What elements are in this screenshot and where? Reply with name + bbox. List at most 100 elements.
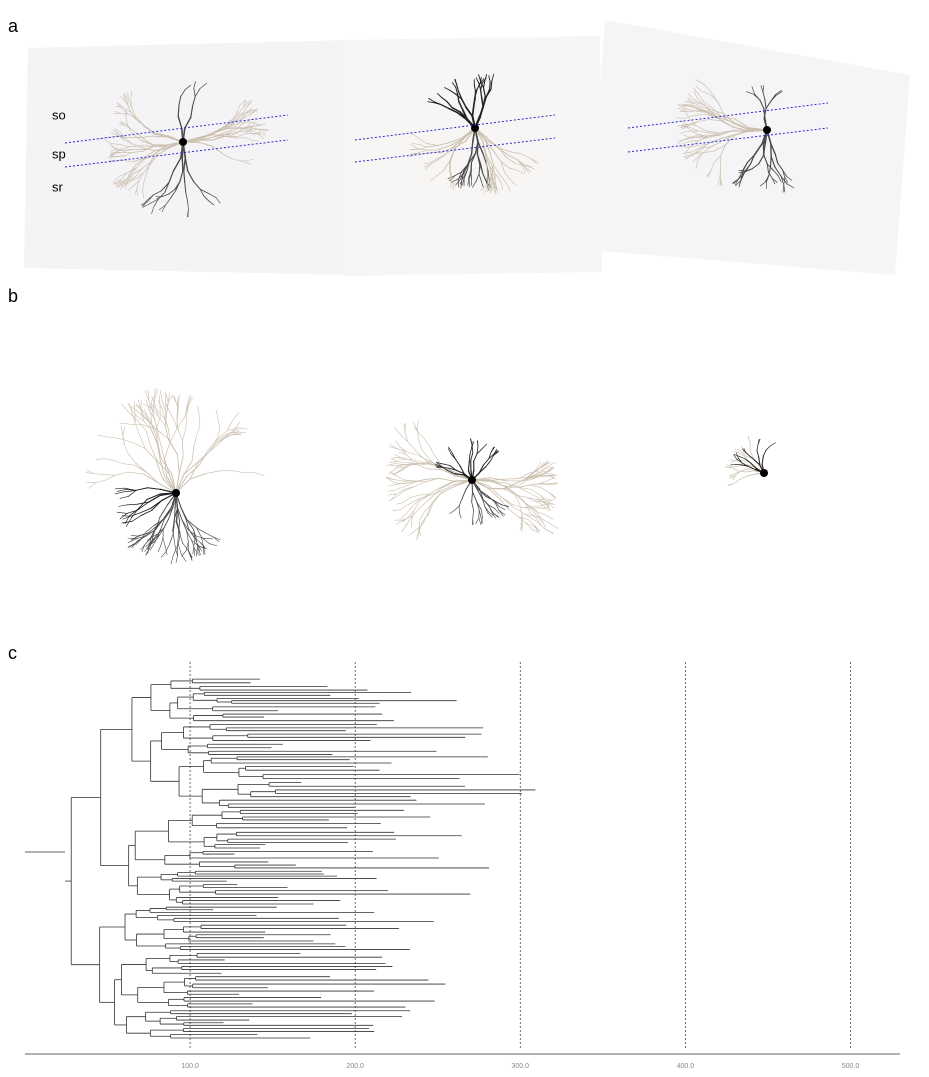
neurite bbox=[158, 546, 161, 552]
neurite bbox=[410, 495, 419, 497]
neurite bbox=[401, 505, 409, 510]
neurite bbox=[177, 417, 185, 429]
neurite bbox=[199, 415, 200, 425]
neurite bbox=[757, 445, 758, 451]
neurite bbox=[472, 492, 473, 502]
neurite bbox=[739, 456, 745, 458]
neurite bbox=[176, 555, 178, 563]
neurite bbox=[213, 537, 218, 542]
soma bbox=[468, 476, 476, 484]
neurite bbox=[745, 459, 751, 463]
neurite bbox=[514, 493, 520, 503]
neurite bbox=[473, 492, 477, 502]
neurite bbox=[144, 474, 159, 483]
neurite bbox=[173, 396, 177, 405]
neurite bbox=[396, 441, 400, 447]
neurite bbox=[488, 513, 492, 517]
neurite bbox=[170, 534, 174, 544]
neurite bbox=[180, 533, 183, 543]
layer-label: sr bbox=[52, 179, 64, 194]
neurite bbox=[549, 483, 557, 484]
neurite bbox=[762, 456, 763, 464]
soma bbox=[763, 126, 771, 134]
slice bbox=[342, 36, 602, 276]
neurite bbox=[123, 464, 135, 465]
neurite bbox=[472, 502, 474, 510]
neurite bbox=[120, 496, 128, 498]
neurite bbox=[131, 535, 139, 536]
neurite bbox=[205, 471, 220, 474]
neurite bbox=[412, 460, 420, 462]
neurite bbox=[105, 475, 115, 480]
slice-backgrounds bbox=[24, 20, 910, 276]
neurite bbox=[171, 555, 173, 564]
neurite bbox=[113, 460, 123, 464]
neurite bbox=[420, 511, 425, 519]
neurite bbox=[763, 450, 766, 456]
neurite bbox=[528, 492, 537, 497]
neurite bbox=[474, 454, 477, 461]
neurite bbox=[396, 503, 403, 505]
neurite bbox=[94, 474, 104, 475]
x-tick-label: 100.0 bbox=[181, 1063, 199, 1070]
neurite bbox=[132, 516, 141, 522]
neurite bbox=[178, 545, 181, 554]
neurite bbox=[549, 492, 556, 499]
neurite bbox=[547, 478, 553, 481]
neurite bbox=[429, 445, 434, 454]
neurite bbox=[218, 419, 220, 430]
neurite bbox=[128, 454, 135, 463]
neurite bbox=[141, 510, 152, 515]
neurite bbox=[394, 454, 400, 457]
neurite bbox=[98, 435, 107, 437]
neurite bbox=[135, 465, 147, 472]
neurite bbox=[119, 505, 127, 507]
neurite bbox=[407, 452, 417, 455]
neurite bbox=[456, 459, 460, 465]
neurite bbox=[417, 421, 419, 430]
neurite bbox=[748, 436, 750, 443]
neurite bbox=[177, 455, 179, 474]
neurite bbox=[144, 410, 147, 416]
neurite bbox=[124, 444, 128, 454]
neurite bbox=[771, 443, 776, 446]
neurite bbox=[409, 530, 416, 535]
neurite bbox=[403, 498, 410, 503]
neurite bbox=[540, 484, 549, 485]
neurite bbox=[541, 488, 550, 493]
neurite bbox=[233, 471, 244, 473]
neurite bbox=[146, 472, 158, 483]
neurite bbox=[393, 457, 400, 458]
neurite bbox=[255, 473, 264, 476]
neurite bbox=[414, 482, 425, 487]
neurite bbox=[432, 493, 441, 502]
neurite bbox=[169, 508, 173, 519]
neurite bbox=[476, 518, 479, 524]
neurite bbox=[462, 490, 466, 499]
layer-label: sp bbox=[52, 146, 66, 161]
neurite bbox=[422, 450, 430, 460]
neurite bbox=[423, 513, 427, 523]
neurite bbox=[141, 146, 153, 147]
neurite bbox=[170, 429, 177, 443]
neurite bbox=[119, 438, 132, 442]
neurite bbox=[208, 439, 217, 450]
neurite bbox=[387, 490, 394, 491]
neurite bbox=[142, 545, 145, 552]
slice bbox=[588, 20, 910, 275]
neurite bbox=[407, 507, 413, 514]
neurite bbox=[182, 550, 187, 556]
neurite bbox=[427, 469, 440, 470]
neurite bbox=[766, 446, 770, 450]
neurite bbox=[397, 462, 406, 463]
neurite bbox=[148, 488, 161, 490]
neurite bbox=[746, 452, 750, 456]
neurite bbox=[389, 469, 396, 474]
neurite bbox=[422, 514, 429, 522]
neurite bbox=[537, 522, 545, 529]
neurite bbox=[545, 515, 552, 519]
neurite bbox=[733, 466, 739, 467]
neurite bbox=[486, 497, 494, 501]
neurite bbox=[193, 547, 194, 554]
neurite bbox=[530, 485, 541, 488]
